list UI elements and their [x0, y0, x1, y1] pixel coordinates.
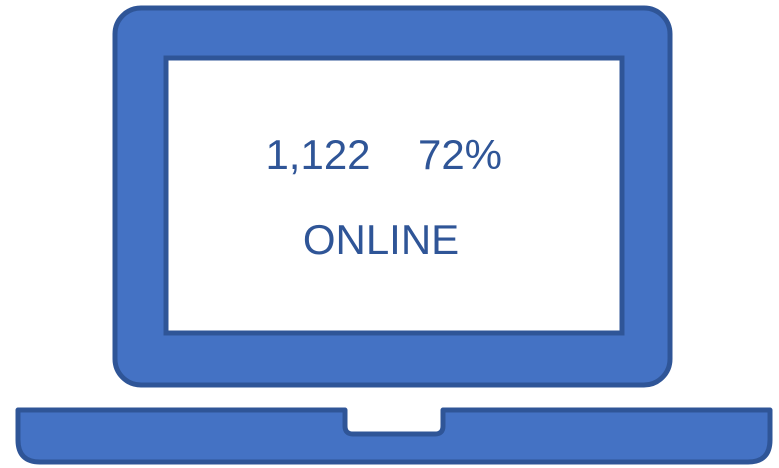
laptop-base: [15, 407, 773, 465]
percent-label: 72%: [418, 131, 502, 178]
laptop-screen: [163, 55, 625, 336]
status-label: ONLINE: [303, 216, 459, 263]
count-label: 1,122: [265, 131, 370, 178]
